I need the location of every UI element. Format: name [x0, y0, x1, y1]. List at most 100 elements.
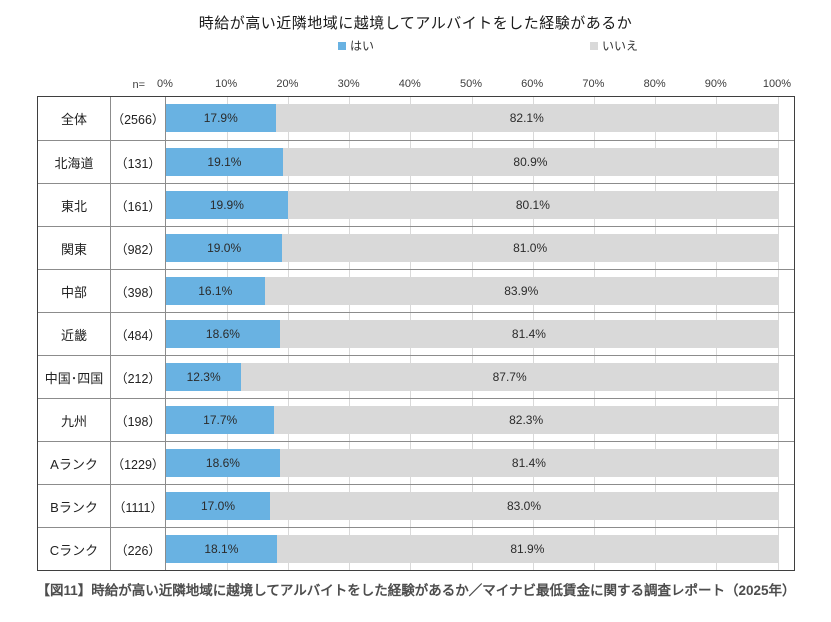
bar-yes: 16.1% — [166, 277, 265, 305]
bar-no: 80.1% — [287, 191, 778, 219]
row-category-label: 近畿 — [38, 313, 111, 355]
row-category-label: Cランク — [38, 528, 111, 570]
row-bar-area: 17.9% 82.1% — [166, 97, 793, 140]
bar-no-value-label: 80.1% — [515, 198, 550, 212]
bar-no-value-label: 81.4% — [511, 327, 546, 341]
bar-yes: 18.6% — [166, 320, 280, 348]
bar-no: 81.0% — [282, 234, 778, 262]
row-n-value: （484） — [111, 313, 166, 355]
x-axis-tick: 80% — [643, 78, 666, 90]
bar-no: 87.7% — [241, 363, 778, 391]
table-row: 中国･四国 （212） 12.3% 87.7% — [38, 355, 794, 398]
x-axis-tick: 90% — [704, 78, 727, 90]
row-category-label: Aランク — [38, 442, 111, 484]
bar-yes-value-label: 18.6% — [205, 327, 240, 341]
bar-yes-value-label: 17.7% — [203, 413, 238, 427]
data-table: 全体 （2566） 17.9% 82.1% 北海道 （131） 19.1% 80… — [37, 96, 795, 571]
row-n-value: （398） — [111, 270, 166, 312]
x-axis: n= 0% 10% 20% 30% 40% 50% 60% 70% 80% 90% 100% — [37, 76, 795, 94]
legend-label-no: いいえ — [602, 39, 639, 53]
table-row: 中部 （398） 16.1% 83.9% — [38, 269, 794, 312]
legend-swatch-yes-icon — [338, 41, 346, 50]
table-row: 北海道 （131） 19.1% 80.9% — [38, 140, 794, 183]
figure-caption: 【図11】時給が高い近隣地域に越境してアルバイトをした経験があるか／マイナビ最低… — [36, 583, 796, 598]
row-category-label: 九州 — [38, 399, 111, 441]
row-category-label: Bランク — [38, 485, 111, 527]
row-category-label: 全体 — [38, 97, 111, 140]
bar-no-value-label: 83.9% — [504, 284, 539, 298]
table-row: Cランク （226） 18.1% 81.9% — [38, 527, 794, 570]
bar-yes: 18.1% — [166, 535, 277, 563]
x-axis-tick: 100% — [762, 78, 792, 90]
table-row: Aランク （1229） 18.6% 81.4% — [38, 441, 794, 484]
bar-yes: 19.0% — [166, 234, 283, 262]
bar-yes: 19.1% — [166, 148, 283, 176]
x-axis-tick: 50% — [459, 78, 483, 90]
bar-yes-value-label: 16.1% — [198, 284, 233, 298]
table-row: 全体 （2566） 17.9% 82.1% — [38, 97, 794, 140]
table-row: 九州 （198） 17.7% 82.3% — [38, 398, 794, 441]
x-axis-tick: 70% — [582, 78, 605, 90]
legend-swatch-no-icon — [590, 41, 598, 50]
row-n-value: （131） — [111, 141, 166, 183]
table-row: Bランク （1111） 17.0% 83.0% — [38, 484, 794, 527]
table-row: 東北 （161） 19.9% 80.1% — [38, 183, 794, 226]
bar-yes-value-label: 17.0% — [201, 499, 236, 513]
x-axis-tick: 30% — [337, 78, 360, 90]
bar-no: 80.9% — [282, 148, 778, 176]
row-category-label: 東北 — [38, 184, 111, 226]
legend-item-yes: はい — [338, 37, 374, 54]
bar-no: 81.9% — [276, 535, 778, 563]
row-category-label: 北海道 — [38, 141, 111, 183]
bar-yes: 17.9% — [166, 104, 276, 132]
row-bar-area: 12.3% 87.7% — [166, 356, 793, 398]
row-n-value: （2566） — [111, 97, 166, 140]
bar-yes-value-label: 19.0% — [207, 241, 242, 255]
bar-no-value-label: 83.0% — [506, 499, 542, 513]
row-n-value: （198） — [111, 399, 166, 441]
bar-no: 82.1% — [275, 104, 778, 132]
bar-no-value-label: 81.9% — [510, 542, 545, 556]
x-axis-tick: 10% — [215, 78, 238, 90]
bar-yes-value-label: 17.9% — [203, 111, 238, 125]
row-n-value: （212） — [111, 356, 166, 398]
x-axis-tick: 40% — [398, 78, 421, 90]
bar-no-value-label: 80.9% — [513, 155, 548, 169]
bar-yes-value-label: 12.3% — [186, 370, 221, 384]
bar-yes: 18.6% — [166, 449, 280, 477]
bar-no-value-label: 87.7% — [492, 370, 527, 384]
row-category-label: 中国･四国 — [38, 356, 111, 398]
row-n-value: （161） — [111, 184, 166, 226]
row-n-value: （226） — [111, 528, 166, 570]
bar-yes: 17.0% — [166, 492, 271, 520]
n-equals-label: n= — [132, 79, 145, 91]
bar-no-value-label: 82.1% — [509, 111, 544, 125]
row-bar-area: 18.6% 81.4% — [166, 313, 793, 355]
x-axis-tick: 20% — [276, 78, 299, 90]
x-axis-tick: 60% — [521, 78, 544, 90]
bar-no: 83.0% — [270, 492, 778, 520]
row-bar-area: 17.7% 82.3% — [166, 399, 793, 441]
bar-yes: 19.9% — [166, 191, 288, 219]
row-bar-area: 19.1% 80.9% — [166, 141, 793, 183]
row-bar-area: 18.6% 81.4% — [166, 442, 793, 484]
x-axis-tick: 0% — [157, 78, 173, 90]
legend-label-yes: はい — [350, 39, 375, 53]
row-bar-area: 16.1% 83.9% — [166, 270, 793, 312]
row-n-value: （1111） — [111, 485, 166, 527]
table-row: 関東 （982） 19.0% 81.0% — [38, 226, 794, 269]
row-n-value: （982） — [111, 227, 166, 269]
table-row: 近畿 （484） 18.6% 81.4% — [38, 312, 794, 355]
x-axis-ticks: 0% 10% 20% 30% 40% 50% 60% 70% 80% 90% 100% — [157, 76, 791, 94]
bar-no: 83.9% — [264, 277, 778, 305]
row-category-label: 関東 — [38, 227, 111, 269]
bar-yes-value-label: 18.6% — [205, 456, 240, 470]
bar-yes-value-label: 18.1% — [204, 542, 239, 556]
row-bar-area: 19.0% 81.0% — [166, 227, 793, 269]
bar-no: 81.4% — [279, 449, 778, 477]
legend-item-no: いいえ — [590, 37, 638, 54]
bar-no-value-label: 82.3% — [509, 413, 544, 427]
chart-title: 時給が高い近隣地域に越境してアルバイトをした経験があるか — [198, 15, 633, 32]
bar-yes: 12.3% — [166, 363, 242, 391]
